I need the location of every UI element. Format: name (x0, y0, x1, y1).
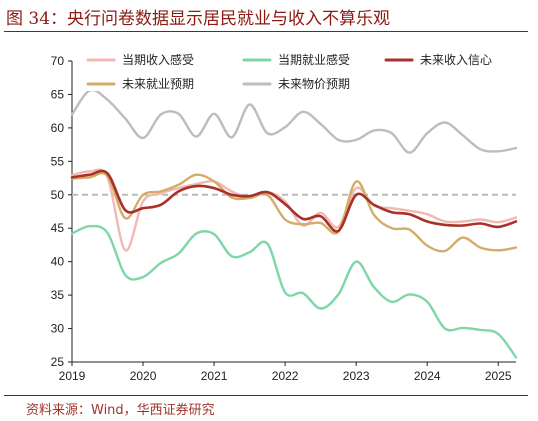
series-line-4 (70, 88, 518, 154)
x-tick-label: 2025 (485, 369, 512, 383)
x-tick-label: 2021 (201, 369, 228, 383)
source-divider (4, 395, 528, 396)
y-tick-label: 45 (51, 221, 65, 235)
legend-bg (234, 51, 364, 67)
series-line-1 (70, 224, 518, 359)
y-tick-label: 25 (51, 355, 65, 369)
legend-bg (78, 51, 208, 67)
series-line-3 (70, 172, 518, 253)
legend-label: 当期就业感受 (278, 52, 350, 67)
y-tick-label: 60 (51, 121, 65, 135)
y-tick-label: 35 (51, 288, 65, 302)
x-tick-label: 2023 (343, 369, 370, 383)
y-tick-label: 65 (51, 87, 65, 101)
source-note: 资料来源：Wind，华西证券研究 (26, 403, 215, 418)
y-tick-label: 55 (51, 154, 65, 168)
y-tick-label: 40 (51, 255, 65, 269)
y-tick-label: 50 (51, 188, 65, 202)
line-chart: 25 30 35 40 45 50 55 60 65 70 2019 2020 2021 2022 2023… (51, 51, 518, 383)
x-tick-label: 2022 (272, 369, 299, 383)
legend-bg (376, 51, 506, 67)
legend-label: 未来物价预期 (278, 77, 350, 91)
chart-axes: 25 30 35 40 45 50 55 60 65 70 2019 2020 2021 2022 2023… (51, 54, 516, 383)
series-lines (70, 88, 518, 359)
x-tick-label: 2019 (59, 369, 86, 383)
legend-bg (234, 75, 364, 91)
legend-label: 当期收入感受 (122, 52, 194, 67)
legend-label: 未来就业预期 (122, 77, 194, 91)
series-line-2 (70, 169, 518, 233)
x-tick-label: 2024 (414, 369, 441, 383)
figure-title: 图 34：央行问卷数据显示居民就业与收入不算乐观 (6, 9, 391, 29)
title-divider (4, 31, 528, 32)
legend-bg (78, 75, 208, 91)
legend-label: 未来收入信心 (420, 53, 492, 67)
x-tick-label: 2020 (130, 369, 157, 383)
y-tick-label: 70 (51, 54, 65, 68)
y-tick-label: 30 (51, 322, 65, 336)
